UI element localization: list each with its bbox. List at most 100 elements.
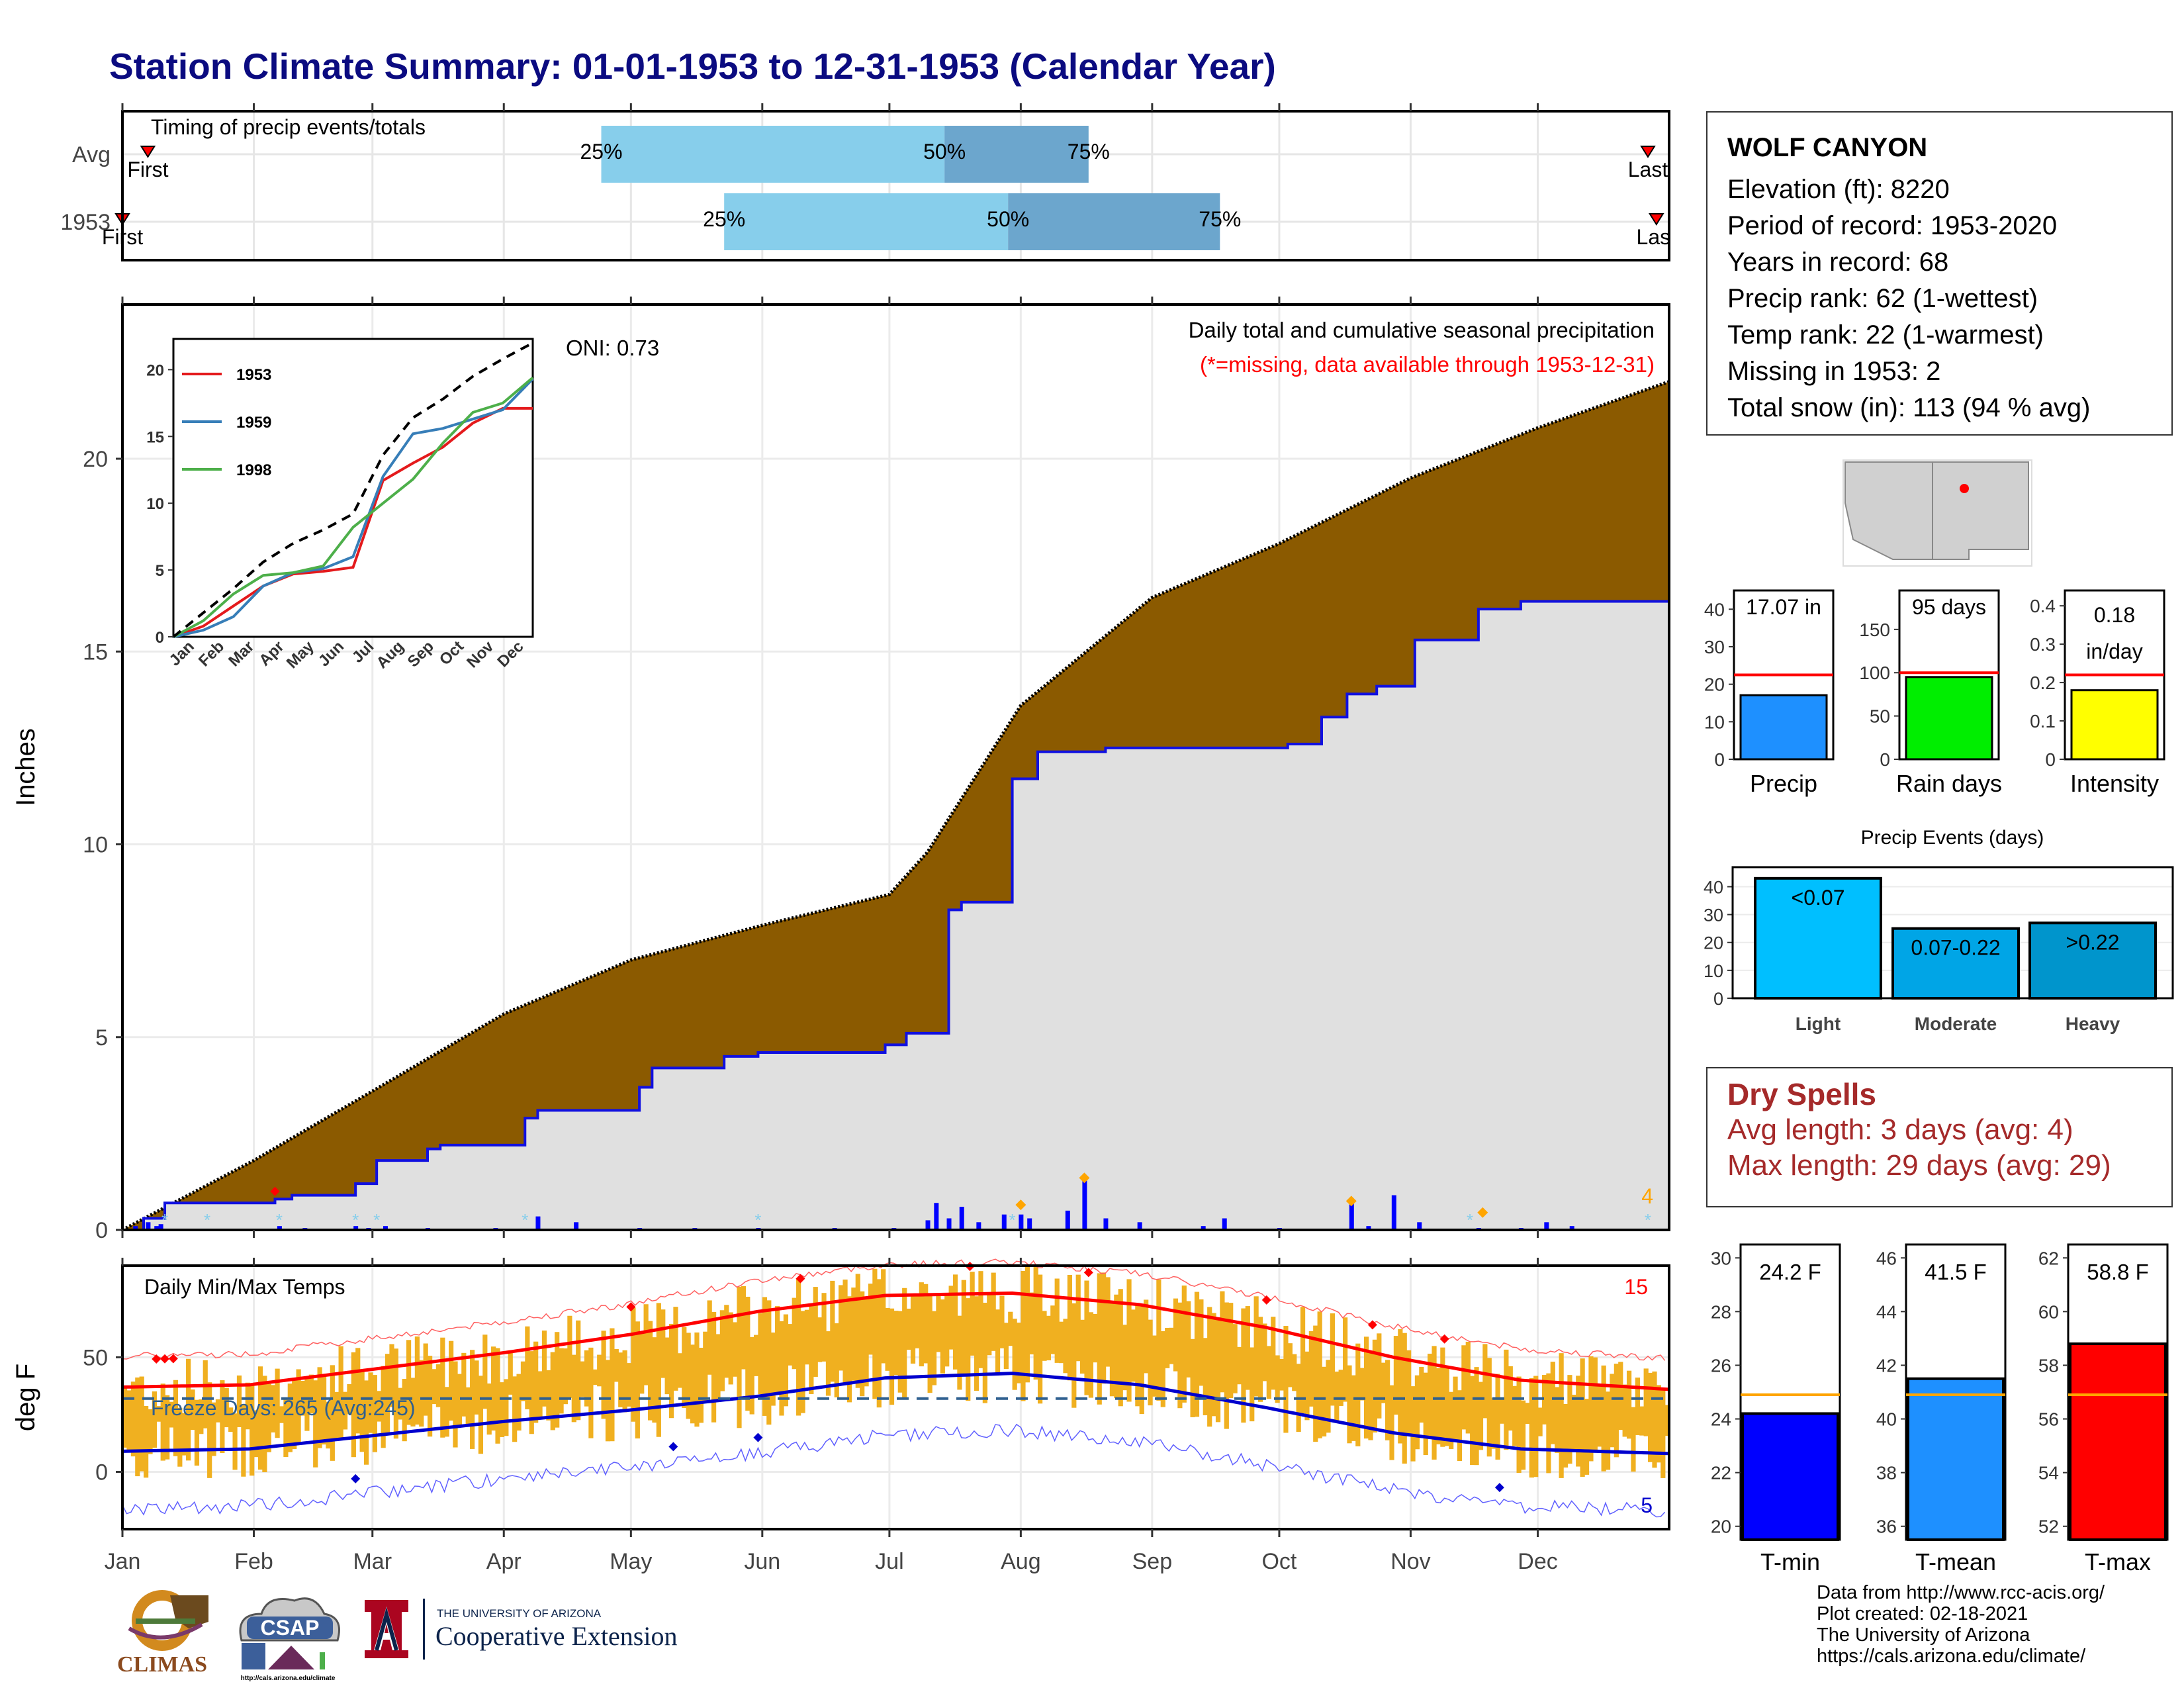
timing-right-mask [1670,111,1697,260]
daily-temp-bar [588,1347,594,1438]
daily-temp-bar [461,1352,467,1417]
daily-temp-bar [414,1336,420,1425]
daily-temp-bar [1292,1354,1297,1391]
daily-temp-bar [792,1297,797,1370]
daily-temp-bar [728,1312,733,1385]
daily-temp-bar [749,1336,754,1415]
station-location-dot [1960,484,1969,493]
daily-temp-bar [1075,1274,1081,1362]
daily-temp-bar [754,1335,759,1376]
ua-big-text: Cooperative Extension [435,1621,677,1651]
timing-bar-25-50 [601,126,945,183]
daily-temp-bar [732,1322,738,1377]
timing-title: Timing of precip events/totals [151,115,426,139]
daily-temp-bar [1635,1378,1640,1435]
daily-temp-bar [342,1391,348,1430]
daily-temp-bar [1529,1378,1534,1478]
dry-spells-title: Dry Spells [1727,1077,1876,1111]
daily-temp-bar [1508,1366,1513,1431]
locator-map [1843,459,2032,567]
record-low-marker [351,1474,361,1483]
daily-temp-bar [1114,1294,1119,1399]
daily-temp-bar [639,1333,645,1394]
temp-summary-ytick-label: 42 [1876,1355,1897,1376]
daily-temp-bar [1071,1303,1077,1408]
daily-temp-bar [931,1311,937,1385]
daily-temp-bar [682,1327,687,1409]
temp-summary-category: T-max [2085,1548,2151,1575]
temp-summary-ytick-label: 20 [1711,1517,1731,1537]
daily-temp-bar [1347,1365,1352,1444]
daily-temp-bar [1148,1319,1153,1406]
daily-temp-bar [1567,1375,1572,1464]
daily-temp-bar [393,1348,398,1439]
precip-event-category: Light [1796,1013,1841,1034]
daily-temp-bar [499,1382,505,1437]
daily-temp-bar [1304,1351,1310,1421]
daily-temp-bar [423,1343,428,1416]
daily-temp-bar [1275,1355,1280,1403]
snow-marker: * [522,1210,528,1230]
source-line-1: Data from http://www.rcc-acis.org/ [1817,1582,2105,1603]
daily-temp-bar [1537,1407,1543,1436]
precip-record-marker [1015,1199,1026,1211]
daily-temp-bar [817,1317,823,1362]
daily-temp-bar [321,1376,327,1445]
daily-precip-bar [925,1220,931,1230]
daily-temp-bar [1313,1325,1318,1442]
daily-temp-bar [253,1410,259,1458]
daily-temp-bar [381,1366,386,1448]
daily-precip-bar [1544,1222,1549,1230]
precip-event-category: Moderate [1915,1013,1997,1034]
daily-temp-bar [1389,1385,1394,1460]
intensity-value-label: 0.18 [2094,603,2135,627]
precip-summary-ytick-label: 0.1 [2030,711,2056,731]
daily-temp-bar [809,1304,814,1394]
daily-temp-bar [1330,1313,1335,1406]
daily-precip-bar [1027,1218,1032,1230]
temp-summary-value-label: 24.2 F [1759,1260,1821,1284]
daily-temp-bar [402,1379,407,1442]
temp-title: Daily Min/Max Temps [144,1275,345,1299]
daily-precip-bar [353,1226,359,1230]
snow-marker: * [373,1210,380,1230]
daily-temp-bar [326,1401,331,1449]
period-of-record: Period of record: 1953-2020 [1727,211,2058,240]
snow-marker: * [754,1210,761,1230]
daily-temp-bar [995,1309,1001,1374]
daily-temp-bar [1512,1385,1518,1446]
daily-temp-bar [622,1350,627,1413]
temp-rank: Temp rank: 22 (1-warmest) [1727,320,2044,350]
precip-event-value-label: <0.07 [1792,886,1845,910]
daily-temp-bar [1622,1384,1627,1437]
daily-temp-bar [550,1352,555,1430]
daily-temp-bar [1428,1353,1433,1437]
inset-legend-label: 1998 [236,461,271,479]
temp-summary-ytick-label: 52 [2038,1517,2059,1537]
daily-temp-bar [1504,1349,1509,1450]
daily-temp-bar [1461,1345,1467,1430]
daily-temp-bar [1614,1364,1619,1458]
climas-logo: CLIMAS [117,1590,208,1677]
temp-summary-ytick-label: 46 [1876,1248,1897,1268]
source-line-3: The University of Arizona [1817,1624,2030,1646]
daily-temp-bar [846,1296,852,1403]
inset-ytick-label: 15 [146,428,164,446]
years-in-record: Years in record: 68 [1727,248,1949,277]
daily-precip-bar [1103,1218,1109,1230]
precip-corner-count: 4 [1641,1184,1653,1208]
daily-temp-bar [533,1341,539,1423]
daily-temp-bar [449,1340,454,1421]
daily-temp-bar [851,1288,856,1381]
daily-temp-bar [1245,1306,1250,1390]
daily-precip-bar [1569,1226,1574,1230]
temp-ytick-label: 50 [83,1345,108,1370]
month-label: Oct [1261,1549,1297,1574]
precip-events-ytick-label: 0 [1713,989,1723,1009]
daily-temp-bar [830,1280,835,1382]
daily-temp-bar [1080,1319,1085,1374]
daily-precip-bar [1137,1222,1142,1230]
daily-temp-bar [406,1340,412,1425]
daily-temp-bar [868,1284,874,1355]
daily-precip-bar [1349,1203,1354,1230]
